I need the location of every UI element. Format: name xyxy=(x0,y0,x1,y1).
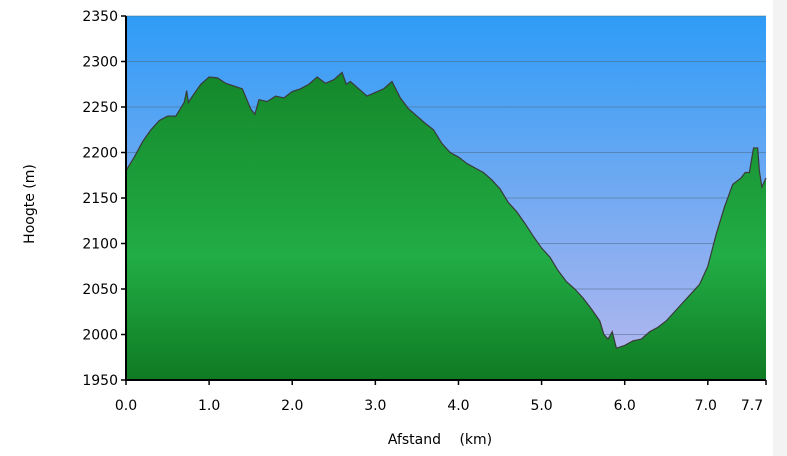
y-axis-title: Hoogte (m) xyxy=(22,164,38,244)
x-axis-unit: (km) xyxy=(459,432,492,448)
page-edge xyxy=(773,0,787,456)
x-axis-title: Afstand (km) xyxy=(388,432,492,448)
y-tick-label: 2150 xyxy=(82,191,118,207)
x-tick-label: 4.0 xyxy=(447,398,469,414)
y-tick-label: 2350 xyxy=(82,9,118,25)
x-tick-label: 2.0 xyxy=(281,398,303,414)
x-axis-label: Afstand xyxy=(388,432,441,448)
y-tick-label: 2250 xyxy=(82,100,118,116)
y-tick-label: 2200 xyxy=(82,146,118,162)
x-tick-label: 5.0 xyxy=(530,398,552,414)
y-tick-label: 2300 xyxy=(82,55,118,71)
elevation-outline xyxy=(125,71,767,349)
y-tick-label: 2050 xyxy=(82,282,118,298)
y-tick-label: 2100 xyxy=(82,237,118,253)
x-tick-label: 7.0 xyxy=(695,398,717,414)
x-tick-label: 3.0 xyxy=(364,398,386,414)
x-tick-labels: 0.0 1.0 2.0 3.0 4.0 5.0 6.0 7.0 7.7 xyxy=(115,398,763,414)
x-tick-label: 7.7 xyxy=(741,398,763,414)
axes xyxy=(121,15,767,385)
x-tick-label: 0.0 xyxy=(115,398,137,414)
y-tick-labels: 1950 2000 2050 2100 2150 2200 2250 2300 2350 xyxy=(82,9,118,389)
elevation-area xyxy=(126,72,766,381)
y-tick-label: 1950 xyxy=(82,373,118,389)
y-tick-label: 2000 xyxy=(82,328,118,344)
x-tick-label: 6.0 xyxy=(614,398,636,414)
x-tick-label: 1.0 xyxy=(198,398,220,414)
